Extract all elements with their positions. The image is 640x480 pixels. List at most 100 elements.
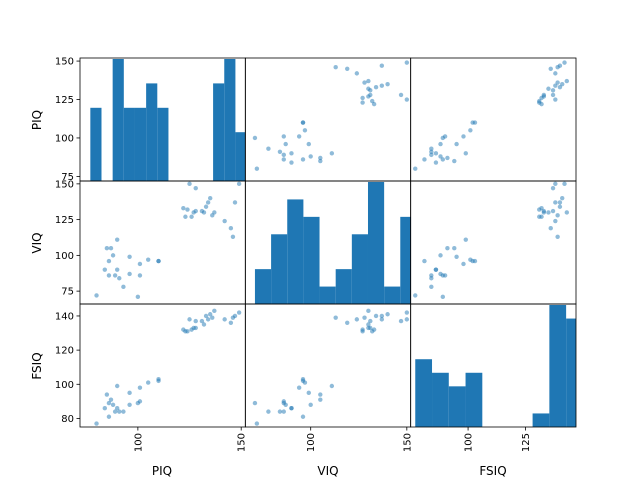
- hist-bar-fsiq: [532, 413, 550, 427]
- scatter-point: [232, 313, 238, 319]
- scatter-point: [201, 322, 207, 327]
- x-axis-label-fsiq: FSIQ: [479, 464, 506, 478]
- scatter-point: [289, 406, 294, 411]
- scatter-point: [422, 258, 427, 264]
- scatter-point: [308, 402, 313, 407]
- hist-bar-piq: [134, 107, 147, 181]
- cell-frame: [244, 57, 412, 182]
- scatter-point: [104, 392, 110, 397]
- scatter-point: [550, 92, 556, 98]
- scatter-point: [183, 214, 188, 219]
- scatter-point: [368, 318, 373, 324]
- scatter-point: [438, 253, 443, 258]
- scatter-point: [281, 152, 286, 158]
- x-tick-label: 100: [306, 433, 317, 452]
- scatter-point: [156, 258, 161, 264]
- scatter-point: [553, 200, 558, 205]
- scatter-point: [541, 208, 547, 214]
- scatter-point: [452, 246, 457, 251]
- scatter-point: [289, 160, 294, 165]
- hist-bar-viq: [319, 286, 336, 304]
- scatter-point: [135, 294, 141, 300]
- scatter-point: [112, 273, 118, 278]
- scatter-point: [146, 380, 151, 385]
- scatter-point: [110, 402, 116, 407]
- scatter-point: [557, 204, 563, 209]
- scatter-point: [546, 210, 551, 215]
- scatter-point: [212, 308, 217, 314]
- scatter-point: [302, 128, 308, 133]
- x-axis-label-viq: VIQ: [317, 464, 338, 478]
- scatter-point: [230, 234, 236, 239]
- scatter-point: [318, 155, 323, 161]
- scatter-point: [368, 325, 373, 331]
- scatter-point: [404, 60, 410, 65]
- scatter-point: [433, 267, 439, 272]
- scatter-point: [429, 149, 434, 154]
- scatter-point: [548, 225, 553, 231]
- scatter-point: [550, 88, 556, 93]
- hist-bar-viq: [287, 199, 304, 304]
- scatter-point: [137, 273, 143, 278]
- scatter-point: [266, 146, 271, 151]
- scatter-point: [203, 313, 209, 319]
- scatter-point: [539, 214, 544, 219]
- scatter-point: [306, 141, 311, 147]
- scatter-point: [281, 134, 286, 139]
- scatter-point: [562, 181, 567, 187]
- scatter-point: [208, 195, 213, 201]
- scatter-point: [205, 317, 211, 322]
- scatter-point: [368, 88, 373, 93]
- scatter-point: [121, 409, 126, 414]
- scatter-point: [156, 378, 161, 384]
- hist-bar-viq: [351, 234, 368, 304]
- scatter-point: [106, 400, 112, 406]
- scatter-point: [413, 166, 418, 171]
- scatter-point: [185, 207, 190, 212]
- scatter-point: [300, 378, 306, 384]
- x-axis-label-piq: PIQ: [152, 464, 172, 478]
- scatter-point: [185, 329, 190, 334]
- scatter-point: [205, 200, 211, 205]
- cell-frame: [410, 303, 577, 428]
- hist-bar-piq: [123, 107, 135, 181]
- scatter-point: [254, 421, 260, 426]
- scatter-point: [433, 151, 439, 156]
- scatter-point: [360, 100, 365, 105]
- scatter-point: [94, 421, 99, 426]
- y-tick-label: 125: [55, 95, 74, 106]
- scatter-point: [277, 149, 283, 154]
- y-tick-label: 100: [55, 380, 74, 391]
- scatter-point: [354, 317, 360, 322]
- scatter-point: [461, 261, 466, 267]
- scatter-point: [550, 185, 556, 191]
- scatter-point: [452, 158, 457, 164]
- y-tick-label: 125: [55, 215, 74, 226]
- scatter-point: [115, 383, 120, 389]
- scatter-point: [199, 208, 205, 214]
- scatter-point: [398, 92, 404, 98]
- scatter-point: [553, 218, 558, 224]
- scatter-point: [115, 237, 120, 242]
- scatter-point: [252, 135, 258, 141]
- scatter-point: [277, 409, 283, 414]
- scatter-point: [555, 234, 560, 239]
- scatter-point: [281, 157, 286, 162]
- scatter-point: [429, 276, 434, 281]
- cell-piq-vs-fsiq: [410, 57, 577, 182]
- hist-bar-piq: [235, 132, 246, 181]
- scatter-point: [193, 208, 198, 214]
- scatter-point: [553, 83, 558, 88]
- scatter-point: [385, 81, 390, 87]
- hist-bar-piq: [112, 59, 124, 181]
- scatter-point: [550, 208, 556, 214]
- scatter-point: [296, 134, 302, 139]
- y-tick-label: 150: [55, 179, 74, 190]
- scatter-point: [333, 315, 338, 320]
- scatter-point: [557, 200, 563, 205]
- scatter-point: [193, 318, 198, 324]
- scatter-point: [560, 81, 565, 87]
- scatter-point: [373, 85, 379, 90]
- scatter-point: [555, 213, 560, 218]
